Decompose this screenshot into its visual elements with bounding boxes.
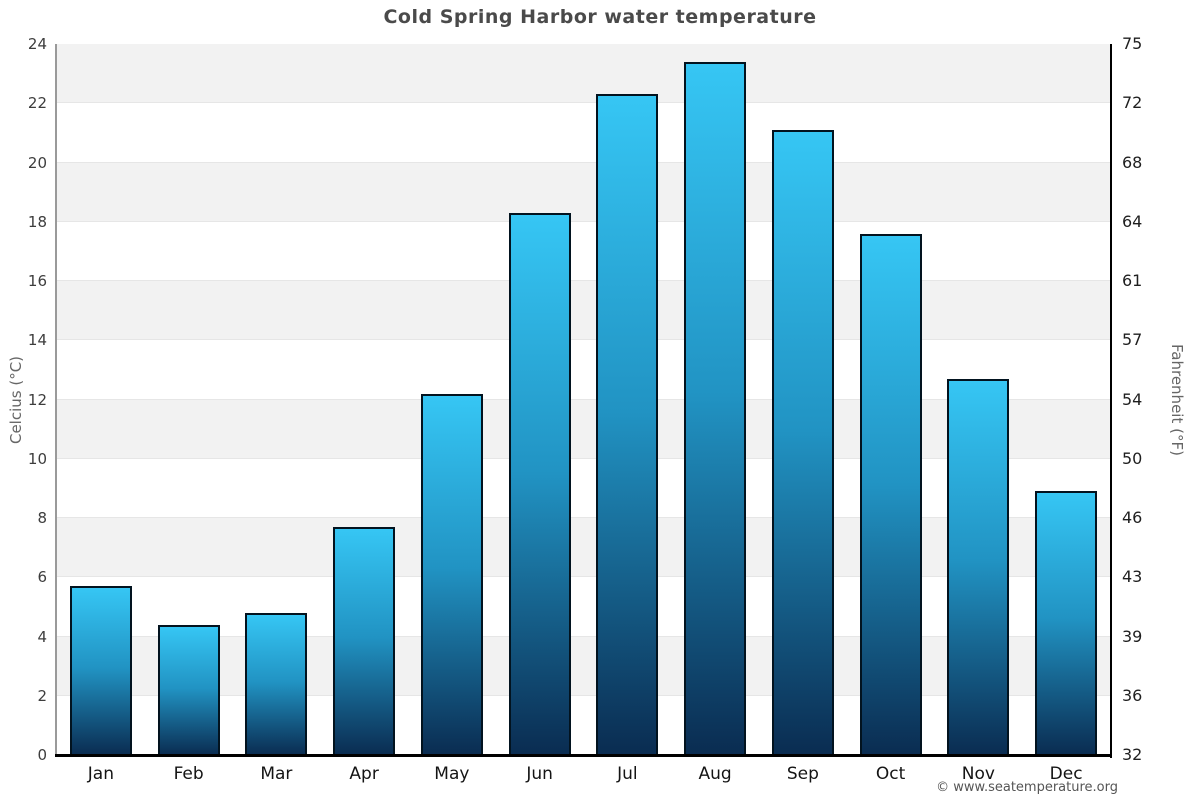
x-tick-jun: Jun — [526, 764, 553, 784]
x-tick-nov: Nov — [961, 764, 995, 784]
y-tick-left-2: 2 — [37, 686, 47, 705]
y-tick-right-50: 50 — [1122, 448, 1143, 468]
bar-jan — [69, 586, 132, 755]
x-tick-jan: Jan — [87, 764, 114, 784]
plot-band — [57, 636, 1110, 696]
y-tick-right-39: 39 — [1122, 626, 1143, 646]
y-tick-left-20: 20 — [27, 153, 47, 172]
bar-aug — [684, 61, 747, 755]
y-tick-left-24: 24 — [27, 35, 47, 53]
y-tick-left-22: 22 — [27, 94, 47, 113]
y-tick-right-46: 46 — [1122, 508, 1143, 527]
y-tick-right-32: 32 — [1122, 745, 1143, 764]
y-tick-right-43: 43 — [1122, 567, 1143, 587]
y-tick-right-36: 36 — [1122, 685, 1143, 705]
y-tick-left-12: 12 — [27, 390, 47, 409]
x-tick-apr: Apr — [349, 764, 379, 784]
bar-mar — [245, 612, 308, 755]
y-tick-right-68: 68 — [1122, 152, 1143, 172]
y-tick-right-64: 64 — [1122, 211, 1143, 231]
y-tick-left-18: 18 — [27, 212, 47, 231]
chart-title: Cold Spring Harbor water temperature — [383, 6, 817, 28]
plot-band — [57, 221, 1110, 281]
y-axis-left-spine — [55, 44, 57, 755]
plot-band — [57, 103, 1110, 163]
x-tick-dec: Dec — [1049, 764, 1083, 784]
y-tick-right-75: 75 — [1122, 34, 1143, 53]
y-tick-right-57: 57 — [1122, 330, 1143, 350]
bar-dec — [1035, 491, 1098, 755]
y-tick-left-0: 0 — [37, 746, 47, 764]
bar-sep — [771, 129, 834, 755]
bar-apr — [333, 526, 396, 755]
y-tick-left-16: 16 — [27, 272, 47, 290]
y-tick-left-10: 10 — [27, 449, 47, 468]
bar-jul — [596, 94, 659, 755]
y-axis-title-fahrenheit: Fahrenheit (°F) — [1168, 344, 1186, 456]
plot-band — [57, 44, 1110, 104]
y-tick-left-4: 4 — [37, 627, 47, 646]
bar-oct — [859, 233, 922, 755]
x-tick-jul: Jul — [617, 764, 638, 784]
y-tick-left-14: 14 — [27, 331, 47, 350]
plot-band — [57, 518, 1110, 578]
plot-band — [57, 458, 1110, 518]
y-tick-right-54: 54 — [1122, 389, 1143, 409]
y-tick-left-8: 8 — [37, 509, 47, 527]
y-tick-right-72: 72 — [1122, 93, 1143, 113]
x-tick-oct: Oct — [875, 764, 906, 784]
y-tick-left-6: 6 — [37, 568, 47, 587]
bar-jun — [508, 212, 571, 755]
plot-area — [57, 44, 1110, 755]
bar-feb — [157, 624, 220, 755]
copyright-text: © www.seatemperature.org — [936, 780, 1118, 795]
x-tick-may: May — [434, 764, 470, 784]
plot-band — [57, 577, 1110, 637]
bar-nov — [947, 378, 1010, 755]
plot-band — [57, 281, 1110, 341]
x-tick-mar: Mar — [260, 764, 293, 784]
x-tick-feb: Feb — [173, 764, 204, 784]
x-tick-sep: Sep — [786, 764, 819, 784]
y-tick-right-61: 61 — [1122, 271, 1143, 290]
bar-may — [420, 393, 483, 755]
plot-band — [57, 340, 1110, 400]
x-axis-bottom-spine — [55, 754, 1112, 757]
x-tick-aug: Aug — [698, 764, 732, 784]
plot-band — [57, 162, 1110, 222]
plot-band — [57, 399, 1110, 459]
y-axis-right-spine — [1110, 44, 1112, 758]
